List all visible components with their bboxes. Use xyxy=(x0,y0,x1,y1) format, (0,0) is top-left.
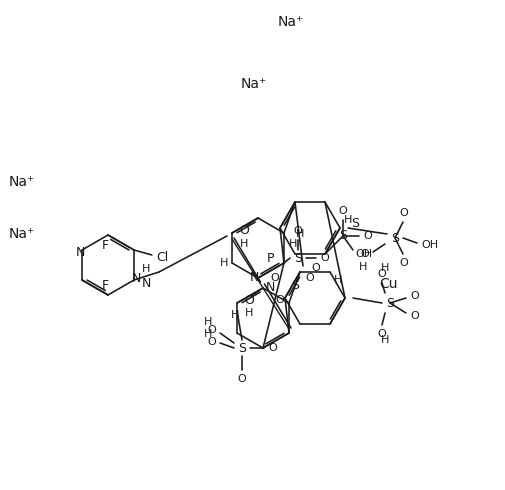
Text: S: S xyxy=(291,278,299,292)
Text: O: O xyxy=(238,374,246,384)
Text: S: S xyxy=(339,229,347,243)
Text: N: N xyxy=(75,245,85,259)
Text: O: O xyxy=(363,231,372,241)
Text: H: H xyxy=(204,329,212,339)
Text: O: O xyxy=(271,273,279,283)
Text: Na⁺: Na⁺ xyxy=(278,15,304,29)
Text: O: O xyxy=(268,343,277,353)
Text: N: N xyxy=(131,271,141,285)
Text: H: H xyxy=(381,263,389,273)
Text: O: O xyxy=(410,311,419,321)
Text: N: N xyxy=(266,280,275,294)
Text: S: S xyxy=(386,296,394,310)
Text: O: O xyxy=(399,258,409,268)
Text: O: O xyxy=(320,253,329,263)
Text: Na⁺: Na⁺ xyxy=(9,175,35,189)
Text: S: S xyxy=(351,217,359,229)
Text: Cl: Cl xyxy=(156,250,168,264)
Text: H: H xyxy=(204,317,212,327)
Text: H: H xyxy=(231,310,239,320)
Text: O: O xyxy=(410,291,419,301)
Text: N: N xyxy=(250,270,259,284)
Text: Cu: Cu xyxy=(379,277,397,291)
Text: N: N xyxy=(141,277,150,290)
Text: O: O xyxy=(239,223,249,237)
Text: P: P xyxy=(266,251,274,265)
Text: O: O xyxy=(378,269,386,279)
Text: O: O xyxy=(276,295,284,305)
Text: O: O xyxy=(312,263,320,273)
Text: O: O xyxy=(207,337,216,347)
Text: S: S xyxy=(238,342,246,354)
Text: H: H xyxy=(359,262,367,272)
Text: O: O xyxy=(378,329,386,339)
Text: H: H xyxy=(381,335,389,345)
Text: O: O xyxy=(293,226,302,236)
Text: H: H xyxy=(296,229,304,239)
Text: O: O xyxy=(244,294,254,307)
Text: F: F xyxy=(102,278,109,292)
Text: O: O xyxy=(207,325,216,335)
Text: H: H xyxy=(240,239,248,249)
Text: O: O xyxy=(360,249,369,259)
Text: F: F xyxy=(102,239,109,251)
Text: H: H xyxy=(220,258,228,268)
Text: H: H xyxy=(334,275,342,285)
Text: S: S xyxy=(294,251,302,265)
Text: Na⁺: Na⁺ xyxy=(9,227,35,241)
Text: O: O xyxy=(339,206,347,216)
Text: Na⁺: Na⁺ xyxy=(241,77,267,91)
Text: OH: OH xyxy=(355,249,372,259)
Text: H: H xyxy=(245,308,253,318)
Text: H: H xyxy=(142,264,150,274)
Text: OH: OH xyxy=(421,240,438,250)
Text: H: H xyxy=(289,239,297,249)
Text: H: H xyxy=(344,215,352,225)
Text: O: O xyxy=(399,208,409,218)
Text: S: S xyxy=(391,231,399,245)
Text: O: O xyxy=(306,273,315,283)
